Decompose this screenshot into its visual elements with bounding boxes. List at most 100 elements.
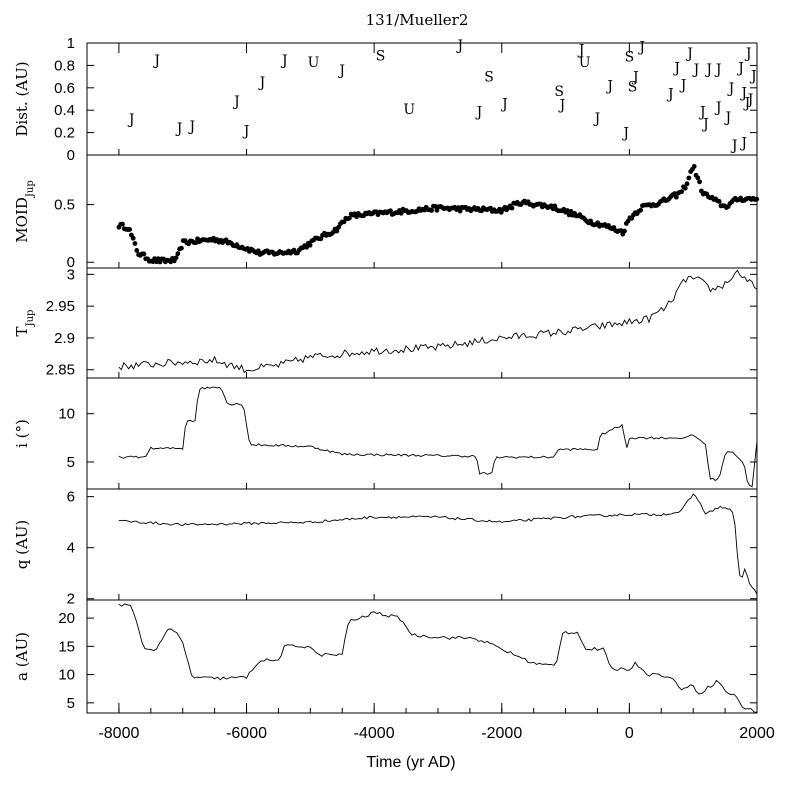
y-tick-label-incl: 5 <box>67 454 75 471</box>
encounter-marker: J <box>280 53 288 69</box>
encounter-marker: U <box>308 55 320 71</box>
encounter-marker: J <box>258 75 266 91</box>
encounter-marker: J <box>593 111 601 127</box>
y-tick-label-dist: 0.2 <box>54 125 75 142</box>
encounter-marker: J <box>714 100 722 116</box>
encounter-marker: J <box>701 117 709 133</box>
encounter-marker: J <box>455 38 463 54</box>
data-point <box>566 212 572 218</box>
panel-a: 5 10 15 20 a (AU) <box>13 599 758 714</box>
panel-frame-dist <box>86 42 758 156</box>
y-axis-label-sub-moid: Jup <box>25 180 36 198</box>
y-tick-label-q: 2 <box>67 591 75 608</box>
y-tick-label-tjup: 2.95 <box>46 298 75 315</box>
panel-frame-a <box>86 599 758 714</box>
data-point <box>691 164 697 169</box>
y-axis-label-moid: MOIDJup <box>13 180 36 242</box>
y-tick-label-dist: 0.6 <box>54 80 75 97</box>
series-line-a <box>118 603 758 713</box>
data-point <box>179 245 184 251</box>
x-axis-label: Time (yr AD) <box>366 754 455 771</box>
y-tick-label-dist: 0.4 <box>54 102 75 119</box>
encounter-marker: J <box>714 62 722 78</box>
y-axis-label-a: a (AU) <box>13 632 31 681</box>
y-axis-label-tjup: TJup <box>13 310 36 337</box>
data-point <box>622 228 627 234</box>
data-point <box>432 203 438 209</box>
data-point <box>686 175 692 181</box>
encounter-marker: U <box>403 102 415 118</box>
y-axis-label-sub-tjup: Jup <box>25 310 36 328</box>
data-point <box>673 194 679 200</box>
data-point <box>618 228 624 234</box>
y-tick-label-a: 5 <box>67 695 75 712</box>
panel-frame-tjup <box>86 267 758 379</box>
panel-frame-incl <box>86 377 758 490</box>
y-tick-label-a: 10 <box>58 667 75 684</box>
y-tick-label-a: 15 <box>58 638 75 655</box>
encounter-marker: J <box>730 138 738 154</box>
data-point <box>552 203 558 209</box>
y-tick-label-dist: 0 <box>67 147 75 164</box>
data-point <box>346 215 352 221</box>
encounter-marker: U <box>579 55 591 71</box>
data-point <box>697 179 702 185</box>
encounter-marker: J <box>637 39 645 55</box>
y-tick-label-moid: 0 <box>67 254 75 271</box>
y-axis-label-incl: i (°) <box>13 419 31 448</box>
x-tick-label: -6000 <box>226 725 267 742</box>
data-point <box>679 189 685 195</box>
data-point <box>341 219 347 225</box>
data-point <box>130 235 136 241</box>
data-point <box>457 208 463 214</box>
data-point <box>754 196 760 202</box>
series-line-tjup <box>118 269 758 374</box>
y-tick-label-tjup: 2.85 <box>46 362 75 379</box>
data-point <box>134 247 140 253</box>
x-tick-label: 0 <box>625 725 634 742</box>
encounter-marker: J <box>621 126 629 142</box>
y-tick-label-incl: 10 <box>58 406 75 423</box>
data-point <box>334 228 340 234</box>
data-point <box>638 207 644 213</box>
data-point <box>255 248 261 254</box>
data-point <box>564 208 570 213</box>
data-point <box>695 175 701 181</box>
data-point <box>684 181 690 187</box>
encounter-marker: J <box>698 104 706 120</box>
encounter-marker: J <box>679 77 687 93</box>
data-point <box>595 220 601 226</box>
figure-title: 131/Mueller2 <box>366 11 469 29</box>
encounter-marker: J <box>672 61 680 77</box>
x-tick-label: -8000 <box>98 725 139 742</box>
panel-moid: 0 0.5 MOIDJup <box>13 154 760 271</box>
y-tick-label-dist: 1 <box>67 35 75 52</box>
x-tick-label: -2000 <box>481 725 522 742</box>
encounter-marker: J <box>337 63 345 79</box>
encounter-marker: J <box>704 62 712 78</box>
panel-incl: 5 10 i (°) <box>13 377 758 490</box>
encounter-marker: J <box>127 112 135 128</box>
data-point <box>307 242 313 248</box>
y-axis-label-q: q (AU) <box>13 520 31 570</box>
y-tick-label-q: 6 <box>67 489 75 506</box>
encounter-marker: J <box>736 61 744 77</box>
y-tick-label-tjup: 3 <box>67 266 75 283</box>
x-tick-label: -4000 <box>354 725 395 742</box>
data-point <box>141 251 147 257</box>
encounter-marker: J <box>685 46 693 62</box>
data-point <box>318 236 324 242</box>
data-point <box>132 241 138 246</box>
encounter-marker: S <box>484 70 494 86</box>
data-point <box>682 185 688 191</box>
encounter-marker: J <box>475 104 483 120</box>
data-point <box>509 205 515 211</box>
y-axis-label-dist: Dist. (AU) <box>13 61 31 136</box>
encounter-marker: S <box>554 84 564 100</box>
data-point <box>716 199 722 204</box>
encounter-marker: J <box>749 68 757 84</box>
encounter-marker: J <box>187 119 195 135</box>
data-point <box>127 227 133 232</box>
